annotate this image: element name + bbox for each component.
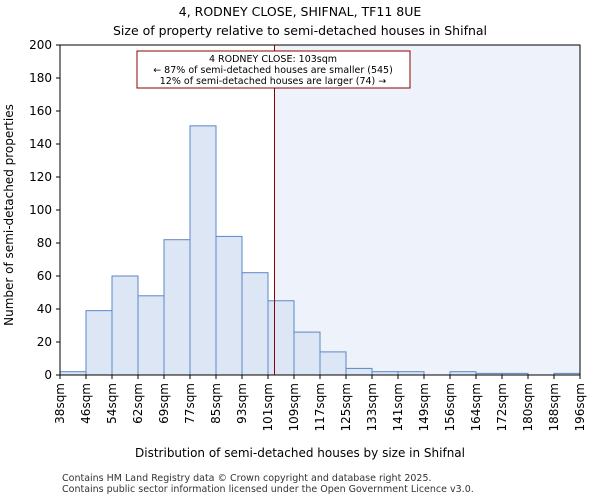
- x-tick-label: 69sqm: [157, 383, 171, 424]
- y-tick-label: 180: [29, 71, 52, 85]
- bar: [215, 235, 243, 376]
- y-tick-label: 80: [37, 236, 52, 250]
- y-tick-label: 120: [29, 170, 52, 184]
- bar: [137, 295, 165, 376]
- bar: [85, 310, 113, 376]
- y-axis-label: Number of semi-detached properties: [2, 104, 16, 326]
- x-tick-label: 117sqm: [313, 383, 327, 431]
- y-tick-label: 160: [29, 104, 52, 118]
- x-tick-label: 133sqm: [365, 383, 379, 431]
- x-tick-label: 46sqm: [79, 383, 93, 424]
- x-tick-label: 54sqm: [105, 383, 119, 424]
- bar: [293, 331, 321, 376]
- bar: [267, 300, 295, 376]
- x-tick-label: 172sqm: [495, 383, 509, 431]
- y-tick-label: 100: [29, 203, 52, 217]
- x-tick-label: 101sqm: [261, 383, 275, 431]
- x-tick-label: 164sqm: [469, 383, 483, 431]
- x-tick-label: 188sqm: [547, 383, 561, 431]
- bar: [189, 125, 217, 376]
- y-tick-label: 0: [44, 368, 52, 382]
- bar: [241, 272, 269, 376]
- y-tick-label: 200: [29, 38, 52, 52]
- footer-line1: Contains HM Land Registry data © Crown c…: [62, 473, 432, 484]
- y-tick-label: 20: [37, 335, 52, 349]
- y-tick-label: 60: [37, 269, 52, 283]
- x-tick-label: 62sqm: [131, 383, 145, 424]
- bar: [319, 351, 347, 376]
- highlight-region: [274, 45, 580, 375]
- x-tick-label: 93sqm: [235, 383, 249, 424]
- x-tick-label: 38sqm: [53, 383, 67, 424]
- chart-title-line1: 4, RODNEY CLOSE, SHIFNAL, TF11 8UE: [179, 4, 422, 19]
- x-tick-label: 77sqm: [183, 383, 197, 424]
- annotation-border: [136, 50, 411, 89]
- annotation-box: 4 RODNEY CLOSE: 103sqm ← 87% of semi-det…: [136, 50, 411, 89]
- x-tick-label: 141sqm: [391, 383, 405, 431]
- x-tick-label: 125sqm: [339, 383, 353, 431]
- annotation-line3: 12% of semi-detached houses are larger (…: [160, 76, 387, 87]
- x-tick-label: 156sqm: [443, 383, 457, 431]
- bar: [163, 239, 191, 376]
- bar: [345, 367, 373, 376]
- y-tick-label: 40: [37, 302, 52, 316]
- y-tick-label: 140: [29, 137, 52, 151]
- x-tick-label: 196sqm: [573, 383, 587, 431]
- annotation-line1: 4 RODNEY CLOSE: 103sqm: [209, 54, 337, 65]
- x-tick-label: 109sqm: [287, 383, 301, 431]
- x-tick-label: 149sqm: [417, 383, 431, 431]
- chart-title-line2: Size of property relative to semi-detach…: [113, 23, 487, 38]
- x-axis-label: Distribution of semi-detached houses by …: [135, 446, 465, 460]
- footer-line2: Contains public sector information licen…: [62, 484, 474, 495]
- x-tick-label: 180sqm: [521, 383, 535, 431]
- x-tick-label: 85sqm: [209, 383, 223, 424]
- bar: [111, 275, 139, 376]
- annotation-line2: ← 87% of semi-detached houses are smalle…: [153, 65, 393, 76]
